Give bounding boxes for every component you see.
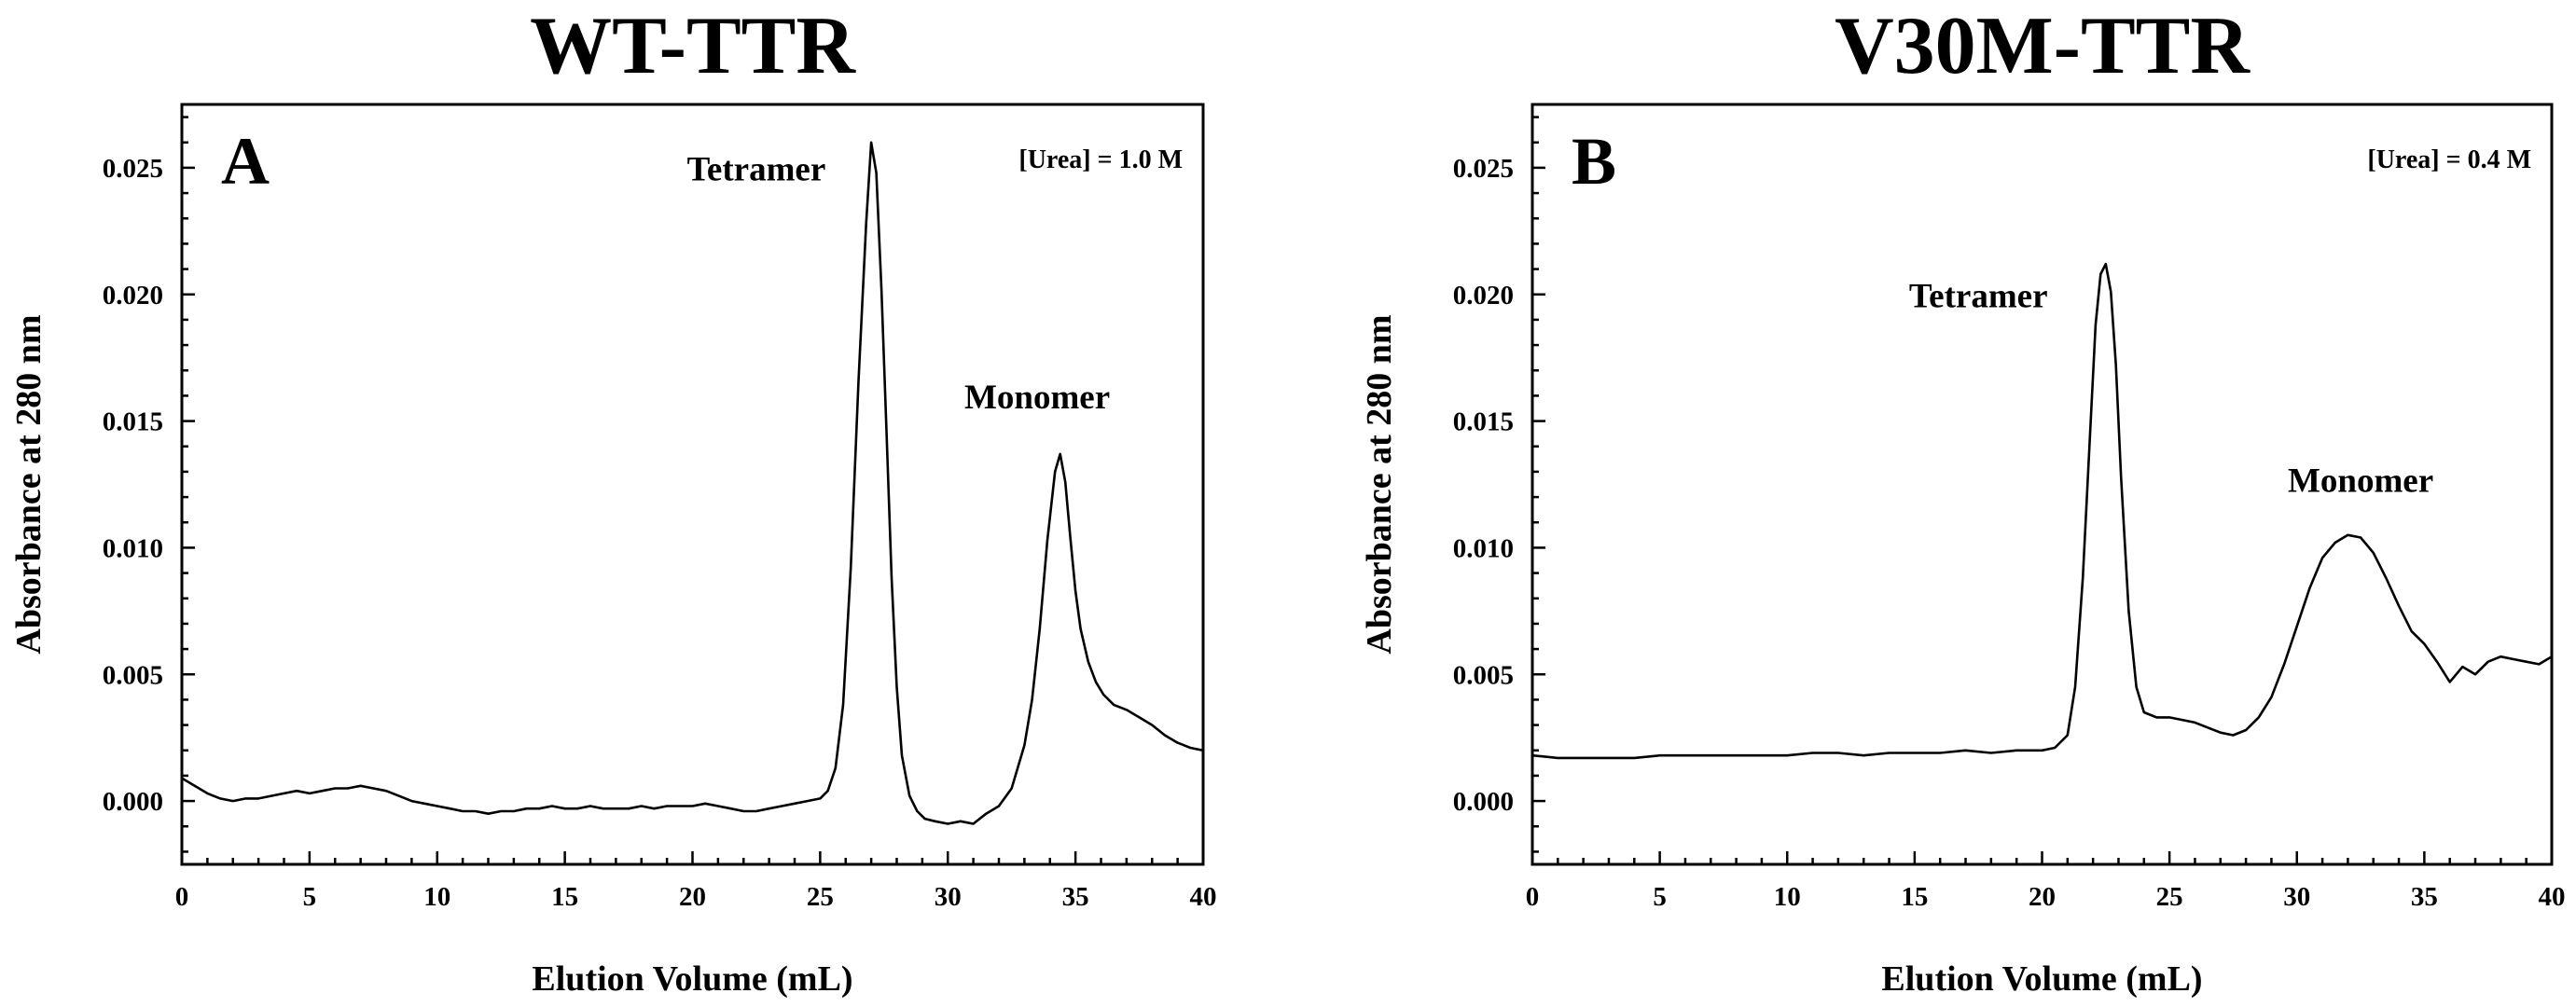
panel-a-x-tick-label: 25: [807, 882, 834, 912]
panel-a-y-tick-label: 0.020: [103, 281, 163, 310]
panel-a-condition-label: [Urea] = 1.0 M: [1018, 145, 1183, 174]
panel-b-x-tick-label: 20: [2029, 882, 2056, 912]
panel-a-plot-frame: [180, 103, 1205, 866]
panel-b-x-tick-label: 30: [2283, 882, 2310, 912]
panel-a-letter: A: [221, 124, 270, 199]
panel-b-tetramer-label: Tetramer: [1909, 277, 2048, 315]
panel-a-y-axis-label: Absorbance at 280 nm: [9, 314, 48, 654]
panel-a-monomer-label: Monomer: [964, 379, 1110, 417]
panel-a-x-axis-label: Elution Volume (mL): [532, 959, 852, 999]
panel-b-y-tick-label: 0.020: [1453, 281, 1514, 310]
panel-a-x-tick-label: 10: [423, 882, 450, 912]
panel-a-tetramer-label: Tetramer: [687, 151, 826, 189]
panel-b-y-tick-label: 0.015: [1453, 407, 1514, 437]
panel-a-x-tick-label: 0: [175, 882, 189, 912]
panel-b-x-tick-label: 0: [1526, 882, 1540, 912]
panel-a-x-tick-label: 35: [1062, 882, 1089, 912]
panel-a-title: WT-TTR: [530, 1, 856, 91]
panel-b-y-tick-label: 0.000: [1453, 787, 1514, 817]
panel-b-title: V30M-TTR: [1835, 1, 2251, 91]
panel-b-x-tick-label: 35: [2411, 882, 2438, 912]
panel-b-x-tick-label: 5: [1653, 882, 1667, 912]
panel-a-x-tick-label: 30: [935, 882, 962, 912]
panel-b: V30M-TTR 0 5 10 15 20 25 30 35 40 0.000 0.005 0.010 0…: [1360, 1, 2566, 999]
panel-a-y-tick-label: 0.025: [103, 154, 163, 184]
panel-b-letter: B: [1572, 124, 1616, 199]
panel-a-y-tick-label: 0.015: [103, 407, 163, 437]
panel-b-y-tick-label: 0.025: [1453, 154, 1514, 184]
panel-b-y-tick-label: 0.010: [1453, 533, 1514, 563]
panel-a-x-tick-label: 15: [551, 882, 578, 912]
panel-b-x-tick-label: 10: [1774, 882, 1801, 912]
panel-a-x-tick-label: 5: [303, 882, 317, 912]
panel-b-x-tick-label: 15: [1901, 882, 1928, 912]
panel-b-x-tick-label: 40: [2539, 882, 2566, 912]
panel-a-x-tick-label: 20: [679, 882, 706, 912]
panel-a-y-tick-label: 0.000: [103, 787, 163, 817]
panel-b-y-tick-label: 0.005: [1453, 660, 1514, 690]
panel-b-y-axis-label: Absorbance at 280 nm: [1360, 314, 1399, 654]
panel-b-trace-line: [1532, 262, 2552, 760]
panel-a: WT-TTR 0 5 10 15 20 25 30 35 40 0.000 0.005 0.010 0.0…: [9, 1, 1217, 999]
panel-b-x-axis-label: Elution Volume (mL): [1881, 959, 2202, 999]
panel-b-x-tick-label: 25: [2156, 882, 2183, 912]
panel-a-x-tick-label: 40: [1190, 882, 1217, 912]
panel-b-condition-label: [Urea] = 0.4 M: [2367, 145, 2531, 174]
panel-b-monomer-label: Monomer: [2288, 462, 2433, 501]
panel-a-trace-line: [182, 141, 1203, 825]
panel-a-y-tick-label: 0.005: [103, 660, 163, 690]
panel-a-y-tick-label: 0.010: [103, 533, 163, 563]
